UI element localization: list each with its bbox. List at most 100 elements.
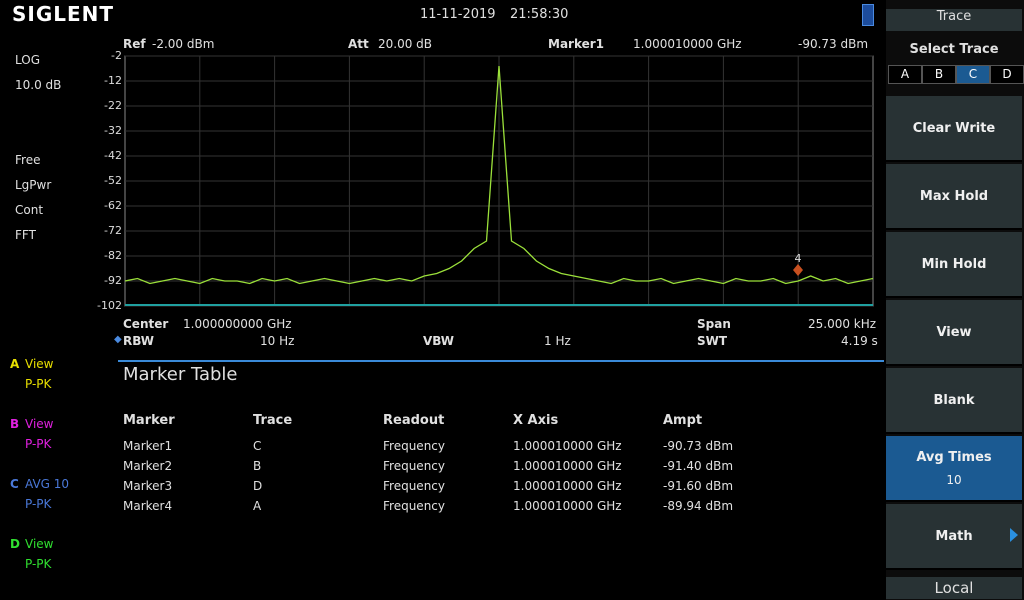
marker-diamond: [793, 264, 803, 276]
softkey[interactable]: Clear Write: [886, 96, 1022, 162]
mode-label: Free: [15, 153, 41, 167]
softkey-label: Blank: [933, 392, 975, 408]
table-cell: Marker2: [123, 459, 173, 473]
table-cell: 1.000010000 GHz: [513, 499, 622, 513]
trace-option[interactable]: B: [922, 65, 956, 84]
trace-mode: View: [25, 417, 54, 431]
rbw-indicator: ◆: [114, 334, 122, 345]
center-value: 1.000000000 GHz: [183, 317, 292, 331]
softkey-label: Min Hold: [921, 256, 987, 272]
swt-label: SWT: [697, 334, 728, 348]
softkey[interactable]: View: [886, 300, 1022, 366]
table-cell: Frequency: [383, 459, 445, 473]
table-cell: 1.000010000 GHz: [513, 439, 622, 453]
mode-label: Cont: [15, 203, 44, 217]
table-cell: Frequency: [383, 479, 445, 493]
y-tick-label: -32: [104, 124, 122, 137]
y-tick-label: -42: [104, 149, 122, 162]
table-cell: -89.94 dBm: [663, 499, 734, 513]
y-tick-label: -62: [104, 199, 122, 212]
att-label: Att: [348, 37, 369, 51]
y-tick-label: -92: [104, 274, 122, 287]
softkey[interactable]: Max Hold: [886, 164, 1022, 230]
y-tick-label: -52: [104, 174, 122, 187]
softkey-value: 10: [946, 472, 962, 487]
scale-type: LOG: [15, 53, 41, 67]
trace-letter: B: [10, 417, 20, 431]
softkey[interactable]: Avg Times 10: [886, 436, 1022, 502]
battery-icon: [862, 4, 874, 26]
softkey-label: Clear Write: [912, 120, 996, 136]
y-tick-label: -2: [111, 49, 122, 62]
y-tick-label: -102: [97, 299, 122, 312]
marker-label: Marker1: [548, 37, 605, 51]
table-cell: C: [253, 439, 262, 453]
softkey-label: Max Hold: [919, 188, 989, 204]
trace-option[interactable]: A: [888, 65, 922, 84]
table-cell: 1.000010000 GHz: [513, 459, 622, 473]
softkey-label: Avg Times: [916, 449, 992, 465]
swt-value: 4.19 s: [841, 334, 878, 348]
att-value: 20.00 dB: [378, 37, 433, 51]
trace-mode: View: [25, 537, 54, 551]
table-cell: -91.40 dBm: [663, 459, 734, 473]
y-tick-label: -72: [104, 224, 122, 237]
table-header: Ampt: [663, 413, 703, 428]
softkey[interactable]: Min Hold: [886, 232, 1022, 298]
date: 11-11-2019: [420, 7, 496, 22]
table-cell: Marker3: [123, 479, 173, 493]
span-value: 25.000 kHz: [808, 317, 877, 331]
table-header: Trace: [253, 413, 293, 428]
table-cell: Frequency: [383, 499, 445, 513]
table-cell: D: [253, 479, 263, 493]
y-tick-label: -82: [104, 249, 122, 262]
trace-mode: AVG 10: [25, 477, 70, 491]
softkey[interactable]: Blank: [886, 368, 1022, 434]
status-footer: Local: [886, 577, 1022, 599]
rbw-value: 10 Hz: [260, 334, 295, 348]
table-cell: Frequency: [383, 439, 445, 453]
marker-table-title: Marker Table: [123, 364, 238, 385]
separator: [118, 360, 884, 362]
marker-ampt: -90.73 dBm: [798, 37, 869, 51]
trace-detector: P-PK: [25, 557, 52, 571]
brand: SIGLENT: [12, 2, 115, 26]
time: 21:58:30: [510, 7, 569, 22]
vbw-label: VBW: [423, 334, 455, 348]
table-cell: 1.000010000 GHz: [513, 479, 622, 493]
table-cell: A: [253, 499, 262, 513]
mode-label: LgPwr: [15, 178, 52, 192]
trace-detector: P-PK: [25, 437, 52, 451]
scale-div: 10.0 dB: [15, 78, 62, 92]
trace-option[interactable]: C: [956, 65, 990, 84]
menu-title: Trace: [886, 9, 1022, 31]
trace-mode: View: [25, 357, 54, 371]
table-cell: -90.73 dBm: [663, 439, 734, 453]
table-cell: B: [253, 459, 262, 473]
trace-letter: C: [10, 477, 19, 491]
spectrum-plot: -2 -12 -22 -32 -42 -52 -62 -72 -82 -92 -102 4: [97, 49, 874, 312]
softkey[interactable]: Math: [886, 504, 1022, 570]
trace-option[interactable]: D: [990, 65, 1024, 84]
vbw-value: 1 Hz: [544, 334, 571, 348]
table-cell: -91.60 dBm: [663, 479, 734, 493]
span-label: Span: [697, 317, 731, 331]
table-header: Marker: [123, 413, 175, 428]
softkey-label: Math: [935, 528, 973, 544]
rbw-label: RBW: [123, 334, 154, 348]
trace-letter: A: [10, 357, 20, 371]
trace-detector: P-PK: [25, 377, 52, 391]
ref-value: -2.00 dBm: [152, 37, 215, 51]
center-label: Center: [123, 317, 169, 331]
trace-letter: D: [10, 537, 20, 551]
mode-label: FFT: [15, 228, 36, 242]
trace-line: [124, 65, 874, 285]
softkey-label: View: [936, 324, 972, 340]
y-tick-label: -12: [104, 74, 122, 87]
table-cell: Marker4: [123, 499, 173, 513]
table-cell: Marker1: [123, 439, 173, 453]
marker-number: 4: [795, 252, 802, 265]
submenu-arrow: [1010, 528, 1018, 542]
select-label: Select Trace: [909, 42, 999, 57]
